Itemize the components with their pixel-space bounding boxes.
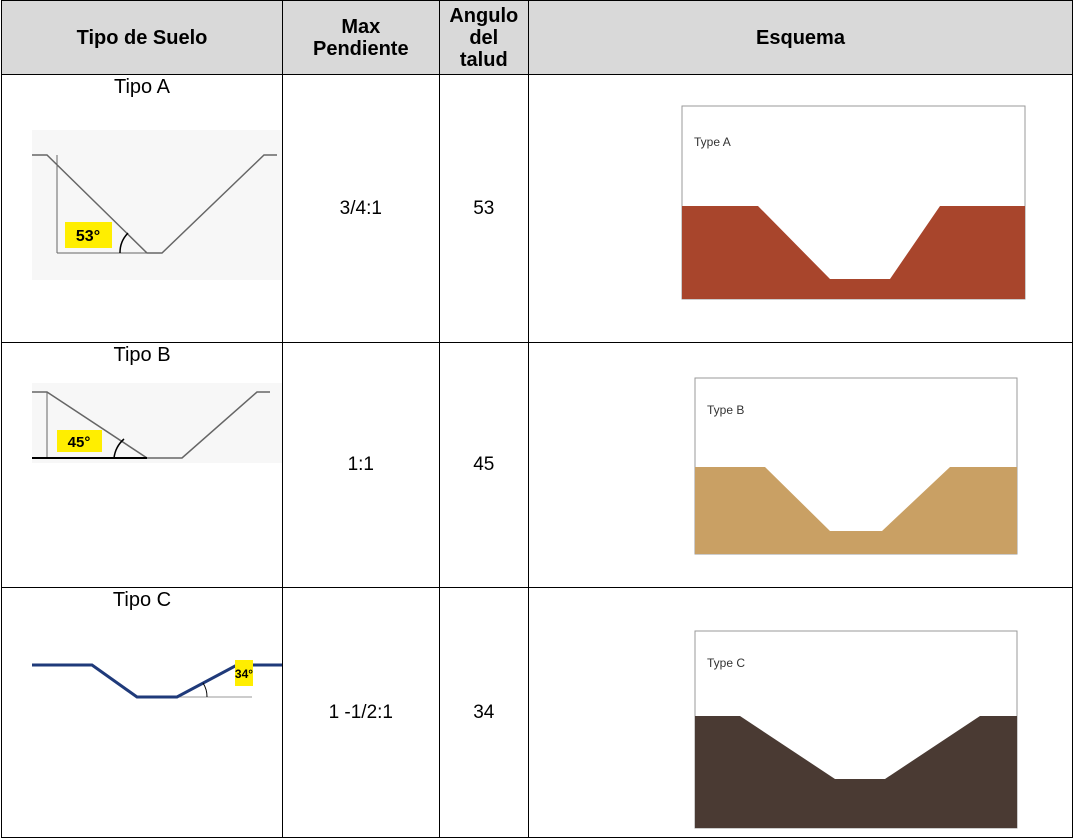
- soil-table: Tipo de Suelo Max Pendiente Angulo del t…: [1, 0, 1073, 838]
- angle-label: 34°: [235, 667, 253, 681]
- angle-cell: 53: [439, 75, 528, 343]
- scheme: Type A: [529, 76, 1072, 342]
- angle-cell: 34: [439, 588, 528, 838]
- scheme-cell: Type B: [529, 343, 1073, 588]
- soil-cell: Tipo B 45°: [2, 343, 283, 588]
- slope-diagram: Tipo B 45°: [2, 343, 282, 586]
- header-cell: Angulo del talud: [439, 1, 528, 75]
- scheme-cell: Type C: [529, 588, 1073, 838]
- header-cell: Tipo de Suelo: [2, 1, 283, 75]
- soil-type: Tipo C: [113, 589, 171, 611]
- row: Tipo A 53° 3/4:1 53 Type A: [2, 75, 1073, 343]
- scheme-label: Type B: [707, 403, 744, 417]
- slope-cell: 1:1: [283, 343, 440, 588]
- header-cell: Esquema: [529, 1, 1073, 75]
- soil-type: Tipo B: [113, 344, 170, 366]
- soil-cell: Tipo C 34°: [2, 588, 283, 838]
- angle-label: 53°: [76, 228, 100, 245]
- soil-type: Tipo A: [114, 76, 171, 98]
- scheme-label: Type A: [694, 135, 731, 149]
- angle-cell: 45: [439, 343, 528, 588]
- angle-label: 45°: [68, 434, 91, 451]
- scheme: Type B: [529, 344, 1072, 587]
- row: Tipo B 45° 1:1 45 Type B: [2, 343, 1073, 588]
- soil-cell: Tipo A 53°: [2, 75, 283, 343]
- scheme: Type C: [529, 589, 1072, 837]
- page: Tipo de Suelo Max Pendiente Angulo del t…: [0, 0, 1073, 838]
- slope-cell: 1 -1/2:1: [283, 588, 440, 838]
- scheme-label: Type C: [707, 656, 745, 670]
- header-row: Tipo de Suelo Max Pendiente Angulo del t…: [2, 1, 1073, 75]
- slope-cell: 3/4:1: [283, 75, 440, 343]
- slope-diagram: Tipo A 53°: [2, 75, 282, 341]
- scheme-cell: Type A: [529, 75, 1073, 343]
- header-cell: Max Pendiente: [283, 1, 440, 75]
- row: Tipo C 34° 1 -1/2:1 34 Type C: [2, 588, 1073, 838]
- slope-diagram: Tipo C 34°: [2, 588, 282, 836]
